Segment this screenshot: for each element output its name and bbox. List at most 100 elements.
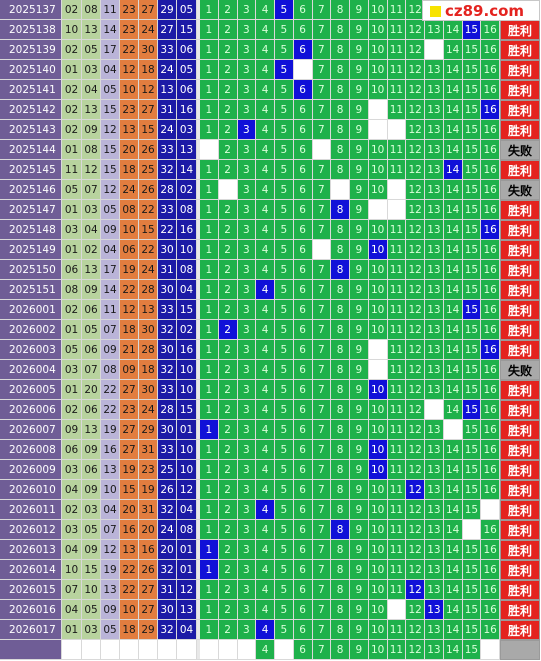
position-cell: 2: [218, 580, 238, 600]
position-cell: 4: [256, 360, 275, 380]
position-cell: 11: [387, 60, 407, 80]
drawn-ball: 06: [82, 460, 101, 480]
drawn-ball: 15: [82, 560, 101, 580]
position-cell: 13: [425, 380, 444, 400]
position-cell: [387, 200, 407, 220]
position-cell: 16: [481, 460, 500, 480]
position-cell: 3: [237, 360, 257, 380]
drawn-ball: 08: [101, 360, 120, 380]
hit-position-cell: 12: [406, 480, 425, 500]
draw-row: 2025138 10 13 14 23 24 27 15 1 2 3 4 5 6 7 8 9 10 11 12 13 14…: [0, 20, 541, 40]
result-badge: 胜利: [500, 580, 540, 600]
drawn-ball: 30: [158, 340, 177, 360]
position-cell: 4: [256, 120, 275, 140]
position-cell: 9: [350, 340, 369, 360]
drawn-ball: 13: [120, 540, 139, 560]
drawn-ball: 05: [101, 620, 120, 640]
hit-position-cell: 1: [200, 560, 219, 580]
draw-row: 2025148 03 04 09 10 15 22 16 1 2 3 4 5 6 7 8 9 10 11 12 13 14…: [0, 220, 541, 240]
position-cell: 12: [406, 80, 425, 100]
drawn-ball: 15: [139, 220, 158, 240]
result-placeholder: [500, 640, 540, 660]
special-ball: 06: [177, 40, 197, 60]
position-cell: 15: [462, 440, 482, 460]
site-logo[interactable]: cz89.com: [422, 0, 540, 21]
position-cell: 11: [387, 540, 407, 560]
result-badge: 胜利: [500, 520, 540, 540]
drawn-ball: 09: [101, 340, 120, 360]
drawn-ball: 09: [82, 440, 101, 460]
drawn-ball: 22: [139, 240, 158, 260]
position-cell: 9: [350, 520, 369, 540]
position-cell: 11: [387, 440, 407, 460]
position-cell: 7: [312, 380, 332, 400]
drawn-ball: 03: [82, 200, 101, 220]
position-cell: 13: [425, 480, 444, 500]
drawn-ball: 01: [62, 200, 82, 220]
issue-number: 2025137: [0, 0, 62, 20]
position-cell: 6: [293, 100, 313, 120]
position-cell: 12: [406, 200, 425, 220]
position-cell: 2: [218, 620, 238, 640]
position-cell: 2: [218, 20, 238, 40]
hit-position-cell: 16: [481, 220, 500, 240]
drawn-ball: 22: [120, 40, 139, 60]
position-cell: 8: [331, 240, 350, 260]
position-cell: 3: [237, 600, 257, 620]
special-ball: 15: [177, 400, 197, 420]
drawn-ball: 13: [82, 20, 101, 40]
issue-number: 2025141: [0, 80, 62, 100]
drawn-ball: 09: [82, 280, 101, 300]
position-cell: 8: [331, 220, 350, 240]
position-cell: 9: [350, 240, 369, 260]
issue-number: 2026001: [0, 300, 62, 320]
hit-position-cell: 10: [368, 240, 388, 260]
drawn-ball: 32: [158, 500, 177, 520]
position-cell: 1: [200, 580, 219, 600]
position-cell: 11: [387, 320, 407, 340]
position-cell: 15: [462, 140, 482, 160]
position-cell: 3: [237, 260, 257, 280]
position-cell: 15: [462, 580, 482, 600]
column-separator: [197, 160, 200, 180]
drawn-ball: 33: [158, 40, 177, 60]
position-cell: 10: [368, 620, 388, 640]
draw-row: 2026009 03 06 13 19 23 25 10 1 2 3 4 5 6 7 8 9 10 11 12 13 14…: [0, 460, 541, 480]
position-cell: 15: [462, 260, 482, 280]
position-cell: 4: [256, 320, 275, 340]
issue-number: 2026004: [0, 360, 62, 380]
position-cell: 2: [218, 240, 238, 260]
drawn-ball: 04: [101, 500, 120, 520]
position-cell: 13: [425, 580, 444, 600]
drawn-ball: 27: [120, 440, 139, 460]
hit-position-cell: 15: [462, 300, 482, 320]
position-cell: 12: [406, 440, 425, 460]
drawn-ball: 15: [139, 120, 158, 140]
drawn-ball: 07: [62, 580, 82, 600]
position-cell: 14: [443, 580, 463, 600]
drawn-ball: 31: [158, 100, 177, 120]
draw-row: 2026012 03 05 07 16 20 24 08 1 2 3 4 5 6 7 8 9 10 11 12 13 14…: [0, 520, 541, 540]
position-cell: 3: [237, 240, 257, 260]
drawn-ball: 19: [101, 420, 120, 440]
position-cell: 7: [312, 440, 332, 460]
position-cell: 3: [237, 380, 257, 400]
drawn-ball: 23: [120, 100, 139, 120]
position-cell: 5: [275, 380, 294, 400]
draw-row: 2026017 01 03 05 18 29 32 04 1 2 3 4 5 6 7 8 9 10 11 12 13 14…: [0, 620, 541, 640]
position-cell: 13: [425, 280, 444, 300]
position-cell: 2: [218, 500, 238, 520]
issue-number: 2026012: [0, 520, 62, 540]
column-separator: [197, 540, 200, 560]
drawn-ball: 10: [120, 220, 139, 240]
position-cell: 11: [387, 500, 407, 520]
drawn-ball: 10: [120, 80, 139, 100]
position-cell: 4: [256, 220, 275, 240]
position-cell: 9: [350, 140, 369, 160]
position-cell: 3: [237, 280, 257, 300]
drawn-ball: 26: [139, 180, 158, 200]
position-cell: 15: [462, 160, 482, 180]
position-cell: 4: [256, 100, 275, 120]
position-cell: [425, 400, 444, 420]
issue-number: 2025145: [0, 160, 62, 180]
